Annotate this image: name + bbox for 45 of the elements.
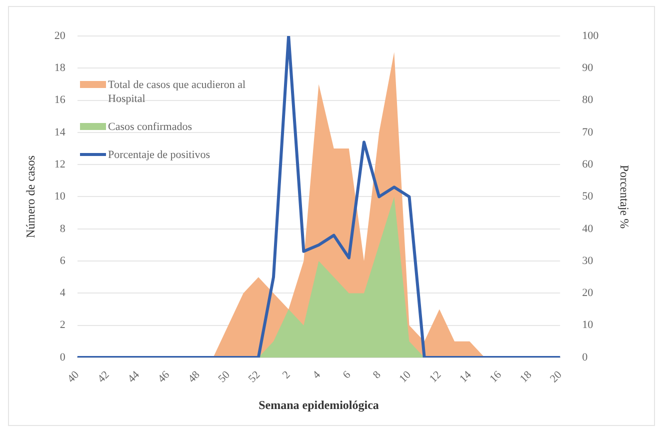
y2-tick-label: 90 [582,62,594,74]
legend-label: Casos confirmados [108,120,194,134]
x-tick-label: 40 [65,368,82,386]
x-tick-label: 6 [340,368,354,382]
y-tick-label: 2 [60,319,66,332]
y2-tick-label: 100 [582,30,600,42]
x-tick-label: 8 [370,368,384,382]
y-tick-label: 0 [60,351,66,364]
y2-tick-label: 30 [582,254,594,267]
y-tick-label: 8 [60,222,66,235]
y2-tick-label: 0 [582,351,588,364]
x-tick-label: 10 [397,368,414,386]
y2-tick-label: 80 [582,94,594,106]
x-tick-label: 48 [186,368,203,386]
y2-tick-label: 60 [582,158,594,170]
x-tick-label: 14 [457,368,474,386]
y-tick-label: 20 [54,30,66,42]
y-tick-label: 18 [54,62,66,74]
x-tick-label: 2 [280,368,293,382]
y2-tick-label: 50 [582,190,594,203]
y-tick-label: 12 [54,158,66,170]
y-axis-title: Número de casos [23,155,38,238]
y-tick-label: 10 [54,190,66,203]
y-tick-label: 14 [54,126,66,138]
y2-axis-title: Porcentaje % [618,164,632,229]
x-tick-label: 18 [518,368,534,386]
x-tick-label: 12 [427,368,444,386]
x-tick-label: 20 [548,368,565,386]
x-tick-label: 42 [95,368,112,386]
x-tick-label: 16 [488,368,504,386]
y2-tick-label: 20 [582,287,594,300]
y2-tick-label: 10 [582,319,594,332]
x-tick-label: 52 [246,368,263,386]
legend-label: Total de casos que acudieron al Hospital [108,78,247,106]
x-axis-title: Semana epidemiológica [258,398,379,412]
y2-tick-label: 40 [582,222,594,235]
y-tick-label: 16 [54,94,66,106]
y-tick-label: 6 [60,254,66,267]
x-tick-label: 44 [126,368,142,386]
legend-label: Porcentaje de positivos [108,148,212,162]
x-tick-label: 4 [310,368,324,382]
y2-tick-label: 70 [582,126,594,138]
y-tick-label: 4 [60,287,66,300]
x-tick-label: 50 [216,368,233,386]
x-tick-label: 46 [156,368,172,386]
